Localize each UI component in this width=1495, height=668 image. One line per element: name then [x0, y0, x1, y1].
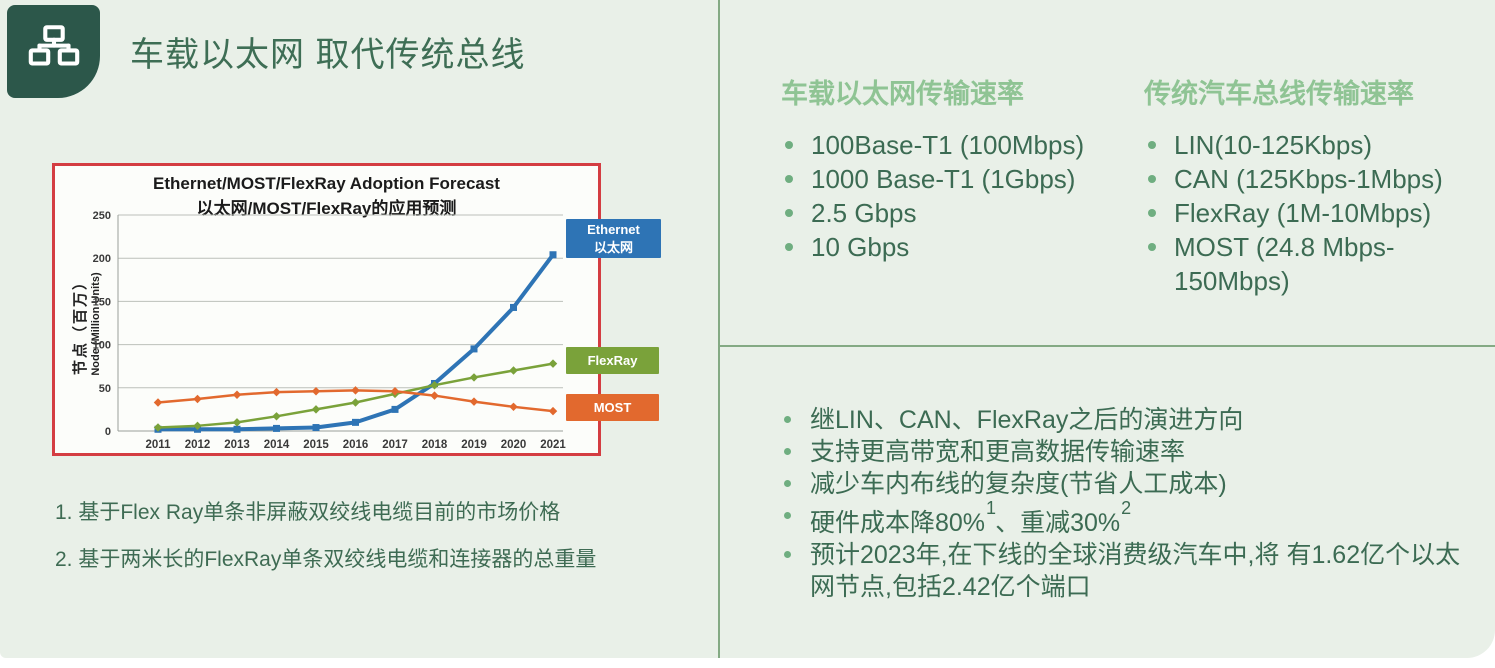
legend-flexray: FlexRay: [566, 347, 659, 374]
legacy-bus-speed-list: LIN(10-125Kbps) CAN (125Kbps-1Mbps) Flex…: [1144, 128, 1492, 298]
list-item: 预计2023年,在下线的全球消费级汽车中,将 有1.62亿个以太网节点,包括2.…: [782, 539, 1474, 603]
list-item: LIN(10-125Kbps): [1144, 128, 1492, 162]
list-item-label: 预计2023年,在下线的全球消费级汽车中,将 有1.62亿个以太网节点,包括2.…: [810, 541, 1461, 602]
chart-plot-area: 0 50 100 150 200 250 2011 2012 2013 2014 2015 2016 2…: [93, 210, 567, 451]
bullet-dot: [784, 512, 791, 519]
svg-text:2021: 2021: [540, 439, 566, 451]
list-item-label: 硬件成本降80%1、重减30%2: [810, 497, 1132, 538]
svg-text:100: 100: [93, 340, 111, 352]
bullet-dot: [1148, 209, 1156, 217]
list-item-label: LIN(10-125Kbps): [1174, 130, 1372, 160]
bullet-dot: [784, 416, 791, 423]
bullet-dot: [784, 480, 791, 487]
list-item: FlexRay (1M-10Mbps): [1144, 196, 1492, 230]
svg-text:2015: 2015: [303, 439, 329, 451]
svg-text:50: 50: [99, 383, 111, 395]
svg-text:200: 200: [93, 253, 111, 265]
legend-flexray-label: FlexRay: [587, 352, 638, 368]
list-item: 2.5 Gbps: [781, 196, 1137, 230]
list-item-label: 减少车内布线的复杂度(节省人工成本): [810, 470, 1227, 498]
list-item: 100Base-T1 (100Mbps): [781, 128, 1137, 162]
svg-text:2011: 2011: [146, 439, 172, 451]
list-item: CAN (125Kbps-1Mbps): [1144, 162, 1492, 196]
network-icon-tile: [7, 5, 100, 98]
svg-text:0: 0: [105, 426, 111, 438]
legacy-bus-speed-section: 传统汽车总线传输速率 LIN(10-125Kbps) CAN (125Kbps-…: [1144, 72, 1492, 298]
list-item: 10 Gbps: [781, 230, 1137, 264]
bullet-dot: [1148, 243, 1156, 251]
list-item: 1000 Base-T1 (1Gbps): [781, 162, 1137, 196]
bullet-dot: [1148, 175, 1156, 183]
list-item-label: 继LIN、CAN、FlexRay之后的演进方向: [810, 406, 1244, 434]
bullet-dot: [785, 209, 793, 217]
bullet-dot: [1148, 141, 1156, 149]
bullet-dot: [785, 243, 793, 251]
adoption-forecast-chart: Ethernet/MOST/FlexRay Adoption Forecast …: [52, 163, 661, 456]
svg-text:2014: 2014: [264, 439, 290, 451]
ethernet-speed-section: 车载以太网传输速率 100Base-T1 (100Mbps) 1000 Base…: [781, 72, 1137, 264]
legacy-bus-speed-heading: 传统汽车总线传输速率: [1144, 79, 1414, 109]
bullet-dot: [785, 175, 793, 183]
svg-text:2012: 2012: [185, 439, 211, 451]
list-item-label: 100Base-T1 (100Mbps): [811, 130, 1085, 160]
svg-text:2013: 2013: [224, 439, 250, 451]
svg-text:2016: 2016: [343, 439, 369, 451]
ethernet-speed-list: 100Base-T1 (100Mbps) 1000 Base-T1 (1Gbps…: [781, 128, 1137, 264]
page-title: 车载以太网 取代传统总线: [130, 36, 526, 74]
list-item-label: MOST (24.8 Mbps-150Mbps): [1174, 232, 1395, 296]
list-item-label: 2.5 Gbps: [811, 198, 917, 228]
legend-ethernet-label-cn: 以太网: [593, 239, 633, 255]
list-item: 硬件成本降80%1、重减30%2: [782, 497, 1474, 539]
legend-ethernet-label: Ethernet: [587, 221, 640, 237]
vertical-divider: [718, 0, 720, 658]
list-item: 减少车内布线的复杂度(节省人工成本): [782, 468, 1474, 500]
evolution-section: 继LIN、CAN、FlexRay之后的演进方向 支持更高带宽和更高数据传输速率 …: [782, 404, 1474, 603]
footnotes: 1. 基于Flex Ray单条非屏蔽双绞线电缆目前的市场价格 2. 基于两米长的…: [55, 496, 596, 590]
list-item-label: 10 Gbps: [811, 232, 910, 262]
chart-subtitle: 以太网/MOST/FlexRay的应用预测: [196, 199, 457, 218]
list-item-label: CAN (125Kbps-1Mbps): [1174, 164, 1443, 194]
bullet-dot: [785, 141, 793, 149]
list-item-label: 1000 Base-T1 (1Gbps): [811, 164, 1076, 194]
legend-most-label: MOST: [593, 399, 632, 415]
list-item: 支持更高带宽和更高数据传输速率: [782, 436, 1474, 468]
legend-ethernet: Ethernet 以太网: [566, 219, 661, 258]
ethernet-speed-heading: 车载以太网传输速率: [781, 79, 1024, 109]
svg-text:150: 150: [93, 296, 111, 308]
chart-title: Ethernet/MOST/FlexRay Adoption Forecast: [153, 174, 500, 193]
bullet-dot: [784, 551, 791, 559]
network-topology-icon: [25, 20, 83, 83]
bullet-dot: [784, 448, 791, 455]
horizontal-divider: [720, 345, 1495, 347]
list-item-label: FlexRay (1M-10Mbps): [1174, 198, 1432, 228]
legend-most: MOST: [566, 394, 659, 421]
list-item: MOST (24.8 Mbps-150Mbps): [1144, 230, 1492, 298]
list-item-label: 支持更高带宽和更高数据传输速率: [810, 438, 1186, 466]
svg-text:2020: 2020: [501, 439, 527, 451]
evolution-list: 继LIN、CAN、FlexRay之后的演进方向 支持更高带宽和更高数据传输速率 …: [782, 404, 1474, 603]
svg-text:2019: 2019: [461, 439, 487, 451]
svg-text:2018: 2018: [422, 439, 448, 451]
footnote: 1. 基于Flex Ray单条非屏蔽双绞线电缆目前的市场价格: [55, 501, 561, 524]
svg-text:250: 250: [93, 210, 111, 222]
list-item: 继LIN、CAN、FlexRay之后的演进方向: [782, 404, 1474, 436]
footnote: 2. 基于两米长的FlexRay单条双绞线电缆和连接器的总重量: [55, 548, 597, 571]
svg-text:2017: 2017: [382, 439, 408, 451]
